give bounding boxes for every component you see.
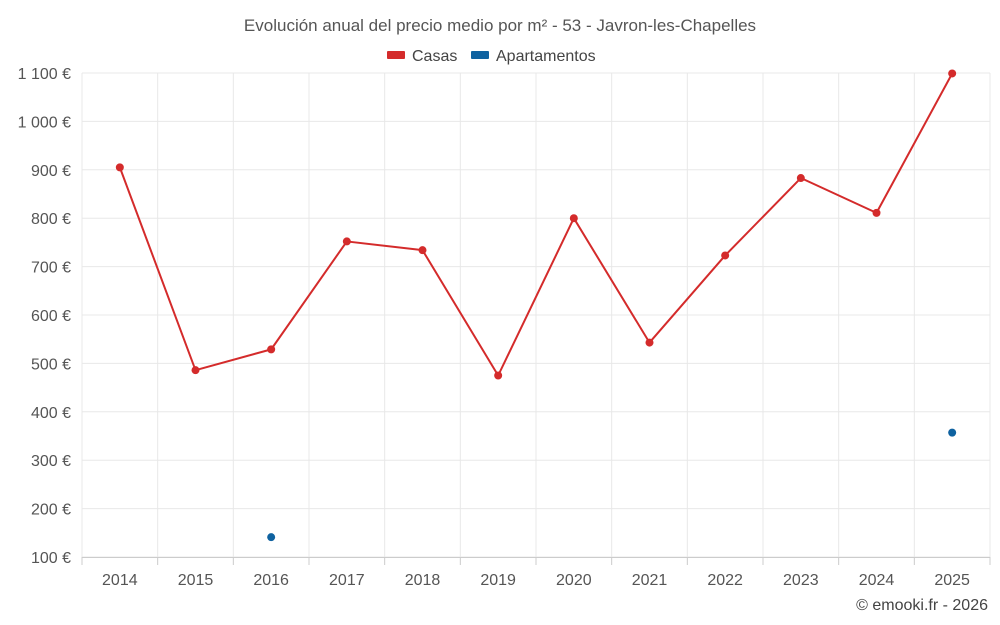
y-tick-label: 700 €: [31, 260, 71, 277]
legend-label-apartamentos: Apartamentos: [496, 48, 596, 65]
data-point-casas[interactable]: [872, 208, 881, 217]
y-tick-label: 600 €: [31, 308, 71, 325]
data-point-casas[interactable]: [115, 163, 124, 172]
y-tick-label: 900 €: [31, 163, 71, 180]
data-point-apartamentos[interactable]: [267, 533, 276, 542]
data-point-casas[interactable]: [494, 371, 503, 380]
data-point-casas[interactable]: [418, 246, 427, 255]
x-tick-label: 2021: [632, 572, 668, 589]
y-tick-label: 800 €: [31, 211, 71, 228]
x-tick-label: 2014: [102, 572, 138, 589]
x-axis-ticks: 2014 2015 2016 2017 2018 2019 2020 2021 2022 2023…: [81, 557, 991, 589]
series-line-casas: [118, 73, 954, 377]
legend-label-casas: Casas: [412, 48, 457, 65]
data-point-casas[interactable]: [645, 338, 654, 347]
y-tick-label: 1 000 €: [18, 114, 71, 131]
x-tick-label: 2024: [859, 572, 895, 589]
data-point-casas[interactable]: [796, 174, 805, 183]
data-point-casas[interactable]: [342, 237, 351, 246]
x-tick-label: 2015: [178, 572, 214, 589]
credit-text: © emooki.fr - 2026: [856, 597, 988, 614]
legend-item-casas[interactable]: Casas: [387, 48, 457, 65]
x-tick-label: 2020: [556, 572, 592, 589]
x-tick-label: 2017: [329, 572, 365, 589]
legend: Casas Apartamentos: [387, 48, 596, 65]
y-tick-label: 300 €: [31, 453, 71, 470]
x-tick-label: 2023: [783, 572, 819, 589]
x-tick-label: 2019: [480, 572, 516, 589]
series-layer: [115, 69, 957, 542]
legend-swatch-apartamentos: [471, 51, 489, 59]
data-point-casas[interactable]: [721, 251, 730, 260]
data-point-apartamentos[interactable]: [948, 428, 957, 437]
y-tick-label: 100 €: [31, 550, 71, 567]
legend-swatch-casas: [387, 51, 405, 59]
y-tick-label: 1 100 €: [18, 66, 71, 83]
data-point-casas[interactable]: [569, 214, 578, 223]
x-tick-label: 2018: [405, 572, 441, 589]
chart-title: Evolución anual del precio medio por m² …: [244, 16, 756, 35]
x-tick-label: 2022: [707, 572, 743, 589]
data-point-casas[interactable]: [191, 366, 200, 375]
y-tick-label: 500 €: [31, 356, 71, 373]
legend-item-apartamentos[interactable]: Apartamentos: [471, 48, 596, 65]
x-tick-label: 2025: [934, 572, 970, 589]
y-axis-ticks: 100 € 200 € 300 € 400 € 500 € 600 € 700 € 800 €…: [18, 66, 71, 567]
x-tick-label: 2016: [253, 572, 289, 589]
data-point-casas[interactable]: [267, 345, 276, 354]
y-tick-label: 400 €: [31, 405, 71, 422]
data-point-casas[interactable]: [948, 69, 957, 78]
y-tick-label: 200 €: [31, 502, 71, 519]
